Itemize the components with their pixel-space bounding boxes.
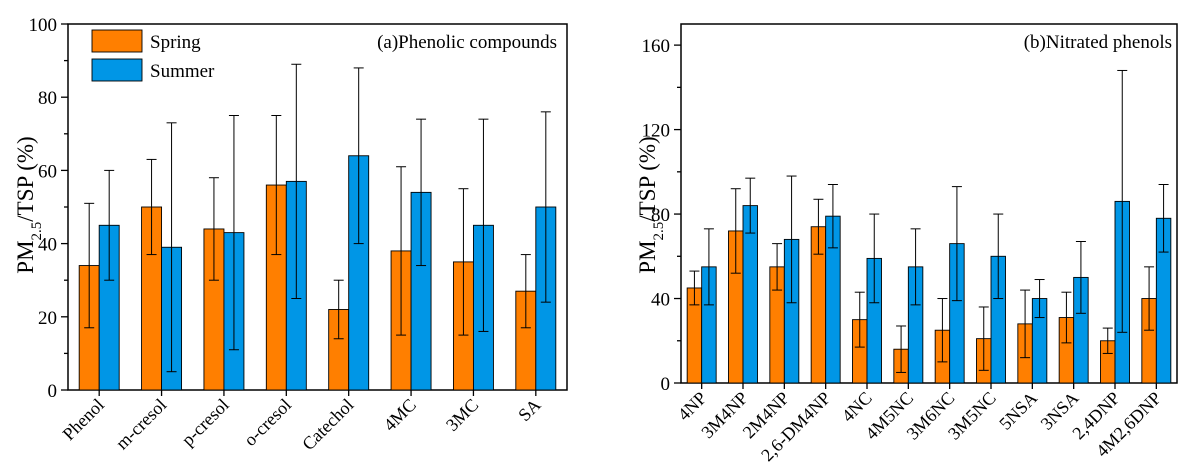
- x-category-label: 3MC: [442, 395, 482, 435]
- legend-swatch-summer: [91, 58, 143, 82]
- y-tick-label: 0: [48, 381, 58, 402]
- x-category-label: 4NP: [674, 388, 711, 425]
- x-category-label: Phenol: [59, 395, 109, 445]
- legend-swatch-spring: [91, 29, 143, 53]
- panel-annotation: (b)Nitrated phenols: [1024, 32, 1172, 53]
- y-tick-label: 0: [661, 374, 671, 395]
- y-tick-label: 40: [38, 235, 57, 256]
- legend-label-summer: Summer: [150, 61, 215, 82]
- y-tick-label: 80: [651, 205, 670, 226]
- y-axis-label: PM2.5/TSP (%): [635, 136, 667, 273]
- y-tick-label: 60: [38, 161, 57, 182]
- legend-label-spring: Spring: [150, 32, 201, 53]
- panel-annotation: (a)Phenolic compounds: [377, 32, 557, 53]
- plot-frame: [680, 23, 1178, 384]
- chart-panel-a: 0 20 40 60 80 100 Phenol m-cresol p-cresol o-cres…: [13, 15, 568, 454]
- y-tick-label: 120: [642, 121, 671, 142]
- x-category-label: p-cresol: [178, 395, 233, 450]
- x-category-label: 5NSA: [995, 388, 1041, 434]
- x-category-label: m-cresol: [112, 395, 171, 454]
- x-category-label: SA: [514, 395, 544, 425]
- y-tick-label: 100: [29, 15, 58, 36]
- x-category-label: o-cresol: [240, 395, 295, 450]
- y-axis-label: PM2.5/TSP (%): [13, 136, 45, 273]
- y-tick-label: 40: [651, 290, 670, 311]
- x-category-label: Catechol: [298, 395, 357, 454]
- y-tick-label: 160: [642, 36, 671, 57]
- y-tick-label: 80: [38, 88, 57, 109]
- y-tick-label: 20: [38, 308, 57, 329]
- x-category-label: 4MC: [380, 395, 420, 435]
